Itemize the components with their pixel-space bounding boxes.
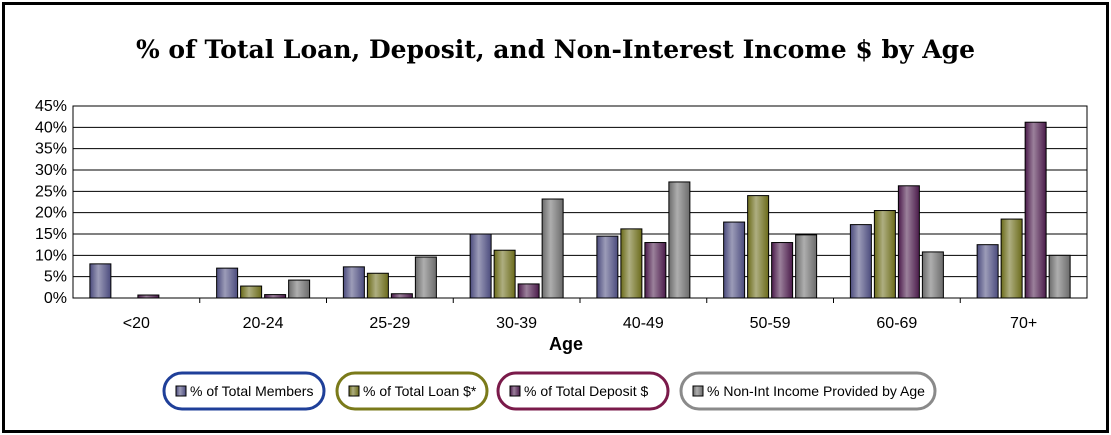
x-tick-label: 50-59 <box>750 315 791 332</box>
bar-0-0 <box>89 263 112 299</box>
x-tick-label: 70+ <box>1010 315 1037 332</box>
bar-1-6 <box>873 210 896 299</box>
bar-0-1 <box>216 267 239 299</box>
legend-label-3: % Non-Int Income Provided by Age <box>707 383 925 399</box>
x-tick-label: 20-24 <box>243 315 284 332</box>
bar-1-5 <box>747 195 770 299</box>
bar-0-4 <box>596 235 619 299</box>
bar-0-2 <box>342 266 365 299</box>
y-tick-label: 15% <box>35 226 67 243</box>
legend-label-0: % of Total Members <box>190 383 313 399</box>
bar-3-2 <box>414 256 437 299</box>
bar-2-2 <box>390 293 413 299</box>
x-tick-label: 40-49 <box>623 315 664 332</box>
bar-2-5 <box>771 242 794 299</box>
bar-2-4 <box>644 242 667 299</box>
bar-3-4 <box>668 181 691 299</box>
legend-label-2: % of Total Deposit $ <box>524 383 648 399</box>
bar-3-3 <box>541 198 564 299</box>
bar-0-6 <box>849 224 872 299</box>
x-tick-label: 25-29 <box>369 315 410 332</box>
bar-3-1 <box>288 279 311 299</box>
legend-swatch-1 <box>348 385 360 397</box>
y-tick-label: 25% <box>35 183 67 200</box>
legend-item-2 <box>496 371 670 411</box>
bar-2-1 <box>264 294 287 299</box>
bar-0-3 <box>469 233 492 299</box>
legend-item-1 <box>335 371 489 411</box>
bar-0-7 <box>976 244 999 299</box>
y-tick-label: 5% <box>44 269 67 286</box>
bar-0-5 <box>723 221 746 299</box>
bar-1-3 <box>493 249 516 299</box>
x-tick-label: <20 <box>123 315 150 332</box>
y-tick-label: 40% <box>35 119 67 136</box>
legend-label-1: % of Total Loan $* <box>363 383 477 399</box>
y-tick-label: 30% <box>35 162 67 179</box>
bar-2-3 <box>517 283 540 299</box>
y-tick-label: 35% <box>35 141 67 158</box>
bar-2-7 <box>1024 121 1047 299</box>
legend-swatch-0 <box>175 385 187 397</box>
bar-1-1 <box>240 285 263 299</box>
x-tick-label: 60-69 <box>876 315 917 332</box>
bar-3-5 <box>795 234 818 299</box>
y-tick-label: 10% <box>35 247 67 264</box>
legend-item-0 <box>162 371 326 411</box>
chart-title: % of Total Loan, Deposit, and Non-Intere… <box>135 35 976 64</box>
bar-1-7 <box>1000 218 1023 299</box>
legend-item-3 <box>679 371 937 411</box>
bar-3-6 <box>921 251 944 299</box>
y-tick-label: 0% <box>44 290 67 307</box>
x-tick-label: 30-39 <box>496 315 537 332</box>
legend-swatch-3 <box>692 385 704 397</box>
legend-swatch-2 <box>509 385 521 397</box>
y-tick-label: 20% <box>35 205 67 222</box>
x-axis-title: Age <box>549 334 583 354</box>
bar-3-7 <box>1048 254 1071 299</box>
bar-2-6 <box>897 185 920 299</box>
y-tick-label: 45% <box>35 98 67 115</box>
bar-1-2 <box>366 272 389 299</box>
bar-1-4 <box>620 228 643 299</box>
